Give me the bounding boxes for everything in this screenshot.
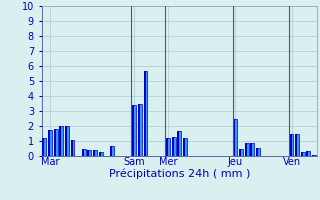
Bar <box>312 154 316 156</box>
Bar <box>239 149 241 156</box>
Bar <box>144 71 146 156</box>
Bar <box>290 134 293 156</box>
Bar <box>54 129 58 156</box>
Bar <box>295 134 297 156</box>
Bar <box>70 140 73 156</box>
Bar <box>239 149 243 156</box>
Bar <box>65 126 69 156</box>
Bar <box>301 152 305 156</box>
Bar <box>177 131 181 156</box>
Bar <box>183 138 185 156</box>
Bar <box>99 152 102 156</box>
Bar <box>87 150 91 156</box>
Bar <box>93 150 97 156</box>
Bar <box>87 150 89 156</box>
Bar <box>43 138 46 156</box>
Bar <box>65 126 67 156</box>
Bar <box>59 126 63 156</box>
Bar <box>233 118 237 156</box>
Bar <box>244 143 249 156</box>
X-axis label: Précipitations 24h ( mm ): Précipitations 24h ( mm ) <box>108 169 250 179</box>
Bar <box>138 104 142 156</box>
Bar <box>110 146 112 156</box>
Bar <box>295 134 299 156</box>
Bar <box>183 138 187 156</box>
Bar <box>59 126 61 156</box>
Bar <box>70 140 75 156</box>
Bar <box>307 151 308 156</box>
Bar <box>250 142 254 156</box>
Bar <box>177 131 179 156</box>
Bar <box>110 146 114 156</box>
Bar <box>166 138 170 156</box>
Bar <box>138 104 140 156</box>
Bar <box>307 151 310 156</box>
Bar <box>54 129 56 156</box>
Bar <box>290 134 292 156</box>
Bar <box>99 152 100 156</box>
Bar <box>312 154 314 156</box>
Bar <box>48 130 52 156</box>
Bar <box>132 105 136 156</box>
Bar <box>172 137 174 156</box>
Bar <box>172 137 176 156</box>
Bar <box>256 148 260 156</box>
Bar <box>82 148 86 156</box>
Bar <box>166 138 168 156</box>
Bar <box>144 71 148 156</box>
Bar <box>93 150 95 156</box>
Bar <box>233 118 236 156</box>
Bar <box>244 143 247 156</box>
Bar <box>301 152 303 156</box>
Bar <box>43 138 44 156</box>
Bar <box>48 130 50 156</box>
Bar <box>82 148 84 156</box>
Bar <box>132 105 134 156</box>
Bar <box>250 142 252 156</box>
Bar <box>256 148 258 156</box>
